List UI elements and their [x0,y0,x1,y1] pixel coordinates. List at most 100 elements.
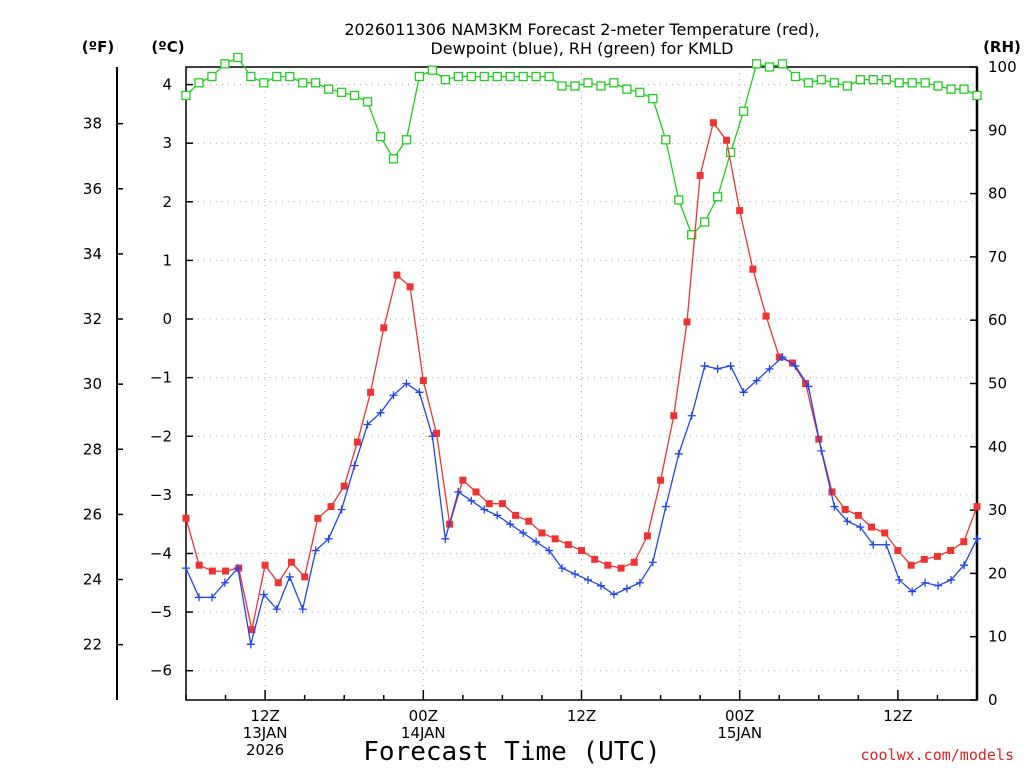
celsius-tick-label: −3 [150,486,172,504]
temperature-point [472,488,480,496]
fahrenheit-tick-label: 26 [83,505,102,523]
rh-point [298,78,308,88]
rh-point [700,217,710,227]
rh-tick-label: 90 [988,121,1007,139]
temperature-point [340,482,348,490]
celsius-axis-label: (ºC) [151,38,184,56]
rh-point [388,154,399,164]
rh-tick-label: 30 [988,501,1007,519]
dewpoint-point [908,587,917,596]
dewpoint-point [622,584,631,593]
temperature-point [208,567,216,575]
dewpoint-point [311,546,320,555]
rh-point [777,59,788,69]
temperature-point [327,503,335,511]
temperature-point [657,476,665,484]
temperature-point [973,503,981,511]
temperature-point [380,324,388,332]
rh-tick-label: 100 [988,58,1017,76]
dewpoint-point [441,534,450,543]
temperature-point [617,564,625,572]
rh-point [946,84,956,94]
celsius-tick-label: −4 [150,544,172,562]
rh-point [440,75,450,85]
rh-point [959,84,969,94]
temperature-point [736,207,744,215]
rh-point [285,71,295,82]
rh-point [259,78,269,88]
temperature-point [287,558,295,566]
x-tick-label: 12Z [883,707,912,725]
temperature-point [960,538,968,546]
rh-point [933,81,943,91]
dewpoint-point [337,505,346,514]
dewpoint-point [596,581,605,590]
rh-point [855,75,865,85]
rh-tick-label: 60 [988,311,1007,329]
temperature-point [604,561,612,569]
tick-labels: 43210−1−2−3−4−5−638363432302826242210090… [83,58,1017,709]
rh-point [311,78,321,88]
dewpoint-point [220,578,229,587]
fahrenheit-tick-label: 30 [83,375,102,393]
temperature-point [182,514,190,522]
fahrenheit-tick-label: 38 [83,115,102,133]
temperature-point [643,532,651,540]
grid-lines [186,67,977,700]
rh-point [181,90,191,101]
dewpoint-point [856,523,865,532]
x-tick-label: 00Z [725,707,754,725]
rh-point [557,81,567,91]
temperature-point [551,535,559,543]
temperature-point [578,547,585,555]
dewpoint-point [207,593,216,602]
dewpoint-point [272,605,281,614]
rh-point [479,71,489,82]
temperature-point [498,500,506,508]
rh-point [375,131,386,142]
temperature-point [591,555,599,563]
rh-point [738,106,749,116]
dewpoint-point [389,391,398,400]
dewpoint-point [882,540,891,549]
dewpoint-point [376,408,385,417]
series-temperature [182,119,981,634]
series-rh [181,52,982,240]
dewpoint-point [350,461,359,470]
celsius-tick-label: −6 [150,662,172,680]
temperature-point [195,561,203,569]
rh-point [868,75,878,85]
temperature-point [683,318,691,326]
rh-point [246,71,256,82]
temperature-point [894,547,902,555]
rh-point [544,71,554,82]
dewpoint-point [960,561,969,570]
chart-title-line-2: Dewpoint (blue), RH (green) for KMLD [430,39,733,58]
rh-point [466,71,476,82]
dewpoint-point [661,502,670,511]
temperature-point [881,529,889,537]
dewpoint-point [700,361,709,370]
temperature-point [367,388,375,396]
dewpoint-point [467,496,476,505]
rh-axis-label: (RH) [983,38,1021,56]
rh-point [894,78,904,88]
rh-tick-label: 40 [988,438,1007,456]
rh-point [687,230,697,240]
dewpoint-point [246,640,255,649]
dewpoint-point [648,558,657,567]
temperature-point [933,552,941,560]
rh-tick-label: 20 [988,564,1007,582]
temperature-point [828,488,836,496]
rh-point [803,78,814,88]
temperature-point [538,529,546,537]
dewpoint-point [947,575,956,584]
dewpoint-point [324,534,333,543]
celsius-tick-label: 0 [162,310,172,328]
dewpoint-point [674,449,683,458]
temperature-point [419,377,427,385]
temperature-point [525,517,533,525]
dewpoint-point [545,546,554,555]
dewpoint-point [571,569,580,578]
